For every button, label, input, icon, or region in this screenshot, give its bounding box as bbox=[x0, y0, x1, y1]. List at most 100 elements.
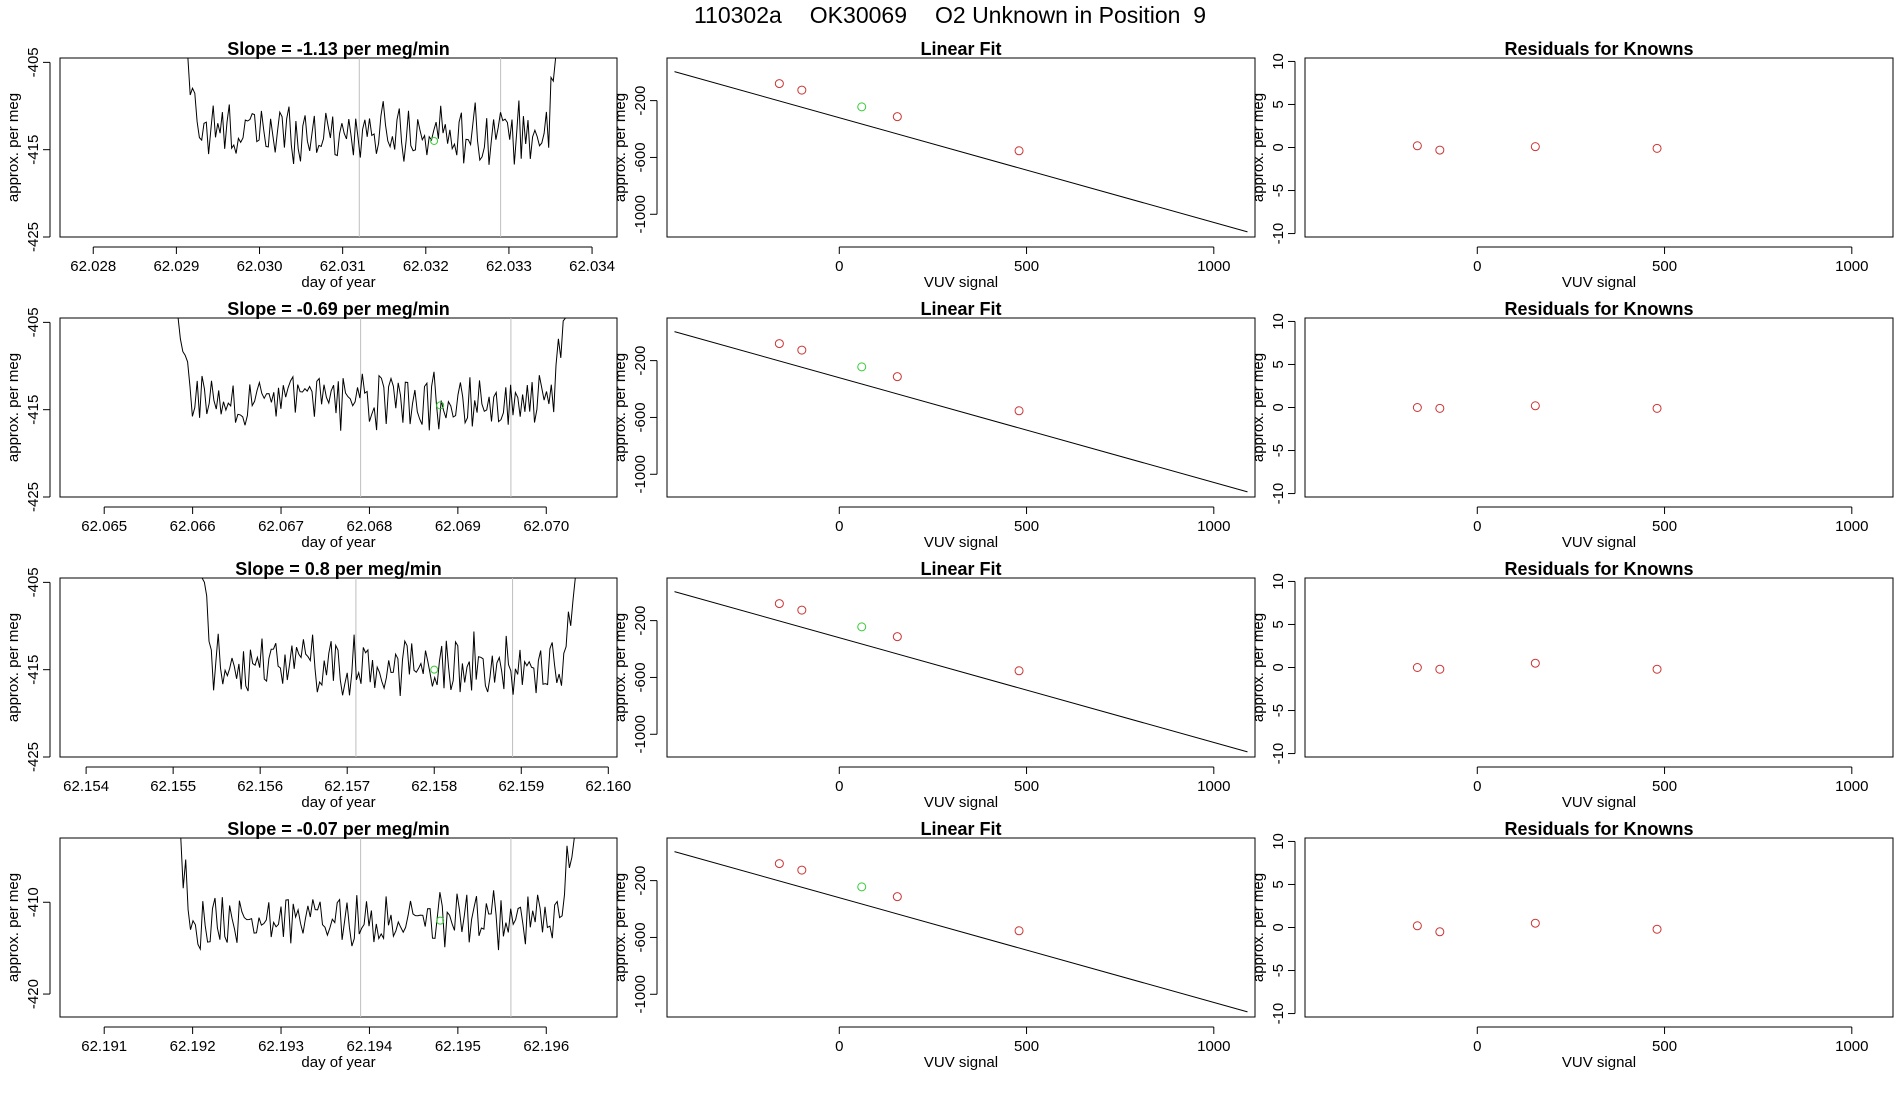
row2-timeseries-x-tick-label: 62.070 bbox=[523, 518, 569, 535]
row2-residual-point bbox=[1412, 403, 1422, 412]
row1-unknown-marker bbox=[430, 136, 439, 145]
row2-residuals-x-tick-label: 0 bbox=[1473, 518, 1481, 535]
row1-timeseries-x-tick-label: 62.030 bbox=[237, 258, 283, 275]
row2-known-point bbox=[1014, 406, 1024, 416]
row2-linear-fit-y-tick-label: -600 bbox=[632, 402, 649, 432]
row4-residuals-y-tick-label: 10 bbox=[1270, 833, 1287, 850]
row4-residual-point bbox=[1435, 927, 1445, 937]
row1-residual-point bbox=[1652, 143, 1662, 153]
row2-residuals-y-tick-label: -5 bbox=[1270, 444, 1287, 457]
row4-residuals-plot-frame bbox=[1304, 837, 1894, 1018]
row3-known-point bbox=[774, 599, 784, 609]
row3-residual-point bbox=[1412, 663, 1422, 672]
row3-known-point bbox=[892, 632, 902, 642]
row3-timeseries-y-tick-label: -405 bbox=[25, 567, 42, 597]
row1-known-point bbox=[1014, 146, 1024, 156]
row3-timeseries-x-tick-label: 62.158 bbox=[411, 778, 457, 795]
row3-residuals-y-tick-label: 10 bbox=[1270, 573, 1287, 590]
row1-timeseries-x-label: day of year bbox=[301, 274, 375, 291]
row3-timeseries-y-tick-label: -425 bbox=[25, 742, 42, 772]
row4-known-point bbox=[892, 892, 902, 902]
row2-timeseries-y-tick-label: -405 bbox=[25, 307, 42, 337]
row1-timeseries-trace bbox=[176, 57, 568, 165]
row1-residuals-y-tick-label: 10 bbox=[1270, 53, 1287, 70]
run-id: 110302a bbox=[693, 2, 782, 28]
row1-linear-fit-x-tick-label: 500 bbox=[1014, 258, 1039, 275]
row1-residual-point bbox=[1530, 142, 1540, 152]
row2-timeseries-title: Slope = -0.69 per meg/min bbox=[227, 299, 450, 319]
row4-residuals-y-tick-label: -10 bbox=[1270, 1003, 1287, 1025]
row1-residual-point bbox=[1412, 141, 1422, 151]
row3-residuals-x-tick-label: 0 bbox=[1473, 778, 1481, 795]
row2-residuals-y-label: approx. per meg bbox=[1250, 353, 1267, 462]
row4-linear-fit-y-tick-label: -200 bbox=[632, 866, 649, 896]
row2-timeseries-x-tick-label: 62.065 bbox=[81, 518, 127, 535]
row4-residuals-y-label: approx. per meg bbox=[1250, 873, 1267, 982]
row1-linear-fit-y-tick-label: -1000 bbox=[632, 195, 649, 233]
row3-timeseries-x-tick-label: 62.154 bbox=[63, 778, 109, 795]
row1-timeseries-y-tick-label: -425 bbox=[25, 222, 42, 252]
row1-known-point bbox=[892, 112, 902, 122]
row1-linear-fit-y-tick-label: -200 bbox=[632, 86, 649, 116]
row1-linear-fit-plot-frame bbox=[666, 57, 1256, 238]
row2-timeseries-x-tick-label: 62.068 bbox=[346, 518, 392, 535]
row4-residual-point bbox=[1530, 918, 1540, 928]
row2-timeseries-y-label: approx. per meg bbox=[5, 353, 22, 462]
row3-known-point bbox=[797, 605, 807, 615]
row4-linear-fit-title: Linear Fit bbox=[920, 819, 1001, 839]
row3-residuals-x-tick-label: 1000 bbox=[1835, 778, 1868, 795]
row4-residuals-y-tick-label: -5 bbox=[1270, 964, 1287, 977]
row4-timeseries-x-tick-label: 62.193 bbox=[258, 1038, 304, 1055]
row2-known-point bbox=[797, 345, 807, 355]
row1-residuals-title: Residuals for Knowns bbox=[1504, 39, 1693, 59]
row2-linear-fit-y-label: approx. per meg bbox=[612, 353, 629, 462]
row1-timeseries-x-tick-label: 62.034 bbox=[569, 258, 615, 275]
row1-residuals-x-tick-label: 1000 bbox=[1835, 258, 1868, 275]
row4-linear-fit-y-tick-label: -1000 bbox=[632, 975, 649, 1013]
row2-residual-point bbox=[1652, 403, 1662, 413]
row1-timeseries-x-tick-label: 62.032 bbox=[403, 258, 449, 275]
position-desc: O2 Unknown in Position 9 bbox=[935, 2, 1207, 28]
row3-unknown-marker bbox=[430, 665, 439, 674]
row1-timeseries-y-label: approx. per meg bbox=[5, 93, 22, 202]
row4-timeseries-y-label: approx. per meg bbox=[5, 873, 22, 982]
row4-timeseries-title: Slope = -0.07 per meg/min bbox=[227, 819, 450, 839]
row1-known-point bbox=[774, 79, 784, 89]
row4-timeseries-plot-frame bbox=[59, 837, 618, 1018]
row2-timeseries-trace bbox=[166, 317, 573, 431]
row2-fit-line bbox=[674, 331, 1248, 493]
row4-known-point bbox=[774, 859, 784, 869]
row3-linear-fit-x-label: VUV signal bbox=[924, 794, 998, 811]
row4-timeseries-trace bbox=[166, 837, 582, 952]
row3-timeseries-x-label: day of year bbox=[301, 794, 375, 811]
row1-known-point bbox=[797, 85, 807, 95]
row4-known-point bbox=[797, 865, 807, 875]
row1-residuals-x-label: VUV signal bbox=[1562, 274, 1636, 291]
row4-residuals-y-tick-label: 5 bbox=[1270, 880, 1287, 888]
row4-timeseries-x-label: day of year bbox=[301, 1054, 375, 1071]
row2-residuals-y-tick-label: 0 bbox=[1270, 403, 1287, 411]
row1-residuals-y-tick-label: 5 bbox=[1270, 100, 1287, 108]
row2-residuals-title: Residuals for Knowns bbox=[1504, 299, 1693, 319]
row4-timeseries-y-tick-label: -410 bbox=[25, 887, 42, 917]
row3-timeseries-trace bbox=[190, 577, 583, 697]
row1-timeseries-x-tick-label: 62.033 bbox=[486, 258, 532, 275]
row1-timeseries-plot-frame bbox=[59, 57, 618, 238]
row2-residuals-y-tick-label: -10 bbox=[1270, 483, 1287, 505]
row2-residuals-x-tick-label: 500 bbox=[1652, 518, 1677, 535]
row3-timeseries-x-tick-label: 62.157 bbox=[324, 778, 370, 795]
row4-unknown-point bbox=[857, 882, 867, 892]
row4-residuals-x-tick-label: 0 bbox=[1473, 1038, 1481, 1055]
row3-residuals-x-label: VUV signal bbox=[1562, 794, 1636, 811]
row2-timeseries-plot-frame bbox=[59, 317, 618, 498]
row3-unknown-point bbox=[857, 622, 867, 632]
row4-residuals-title: Residuals for Knowns bbox=[1504, 819, 1693, 839]
row4-residual-point bbox=[1412, 921, 1422, 931]
row1-linear-fit-x-tick-label: 0 bbox=[835, 258, 843, 275]
row3-timeseries-y-tick-label: -415 bbox=[25, 655, 42, 685]
row2-residuals-x-tick-label: 1000 bbox=[1835, 518, 1868, 535]
row2-known-point bbox=[892, 372, 902, 382]
row3-timeseries-title: Slope = 0.8 per meg/min bbox=[235, 559, 442, 579]
